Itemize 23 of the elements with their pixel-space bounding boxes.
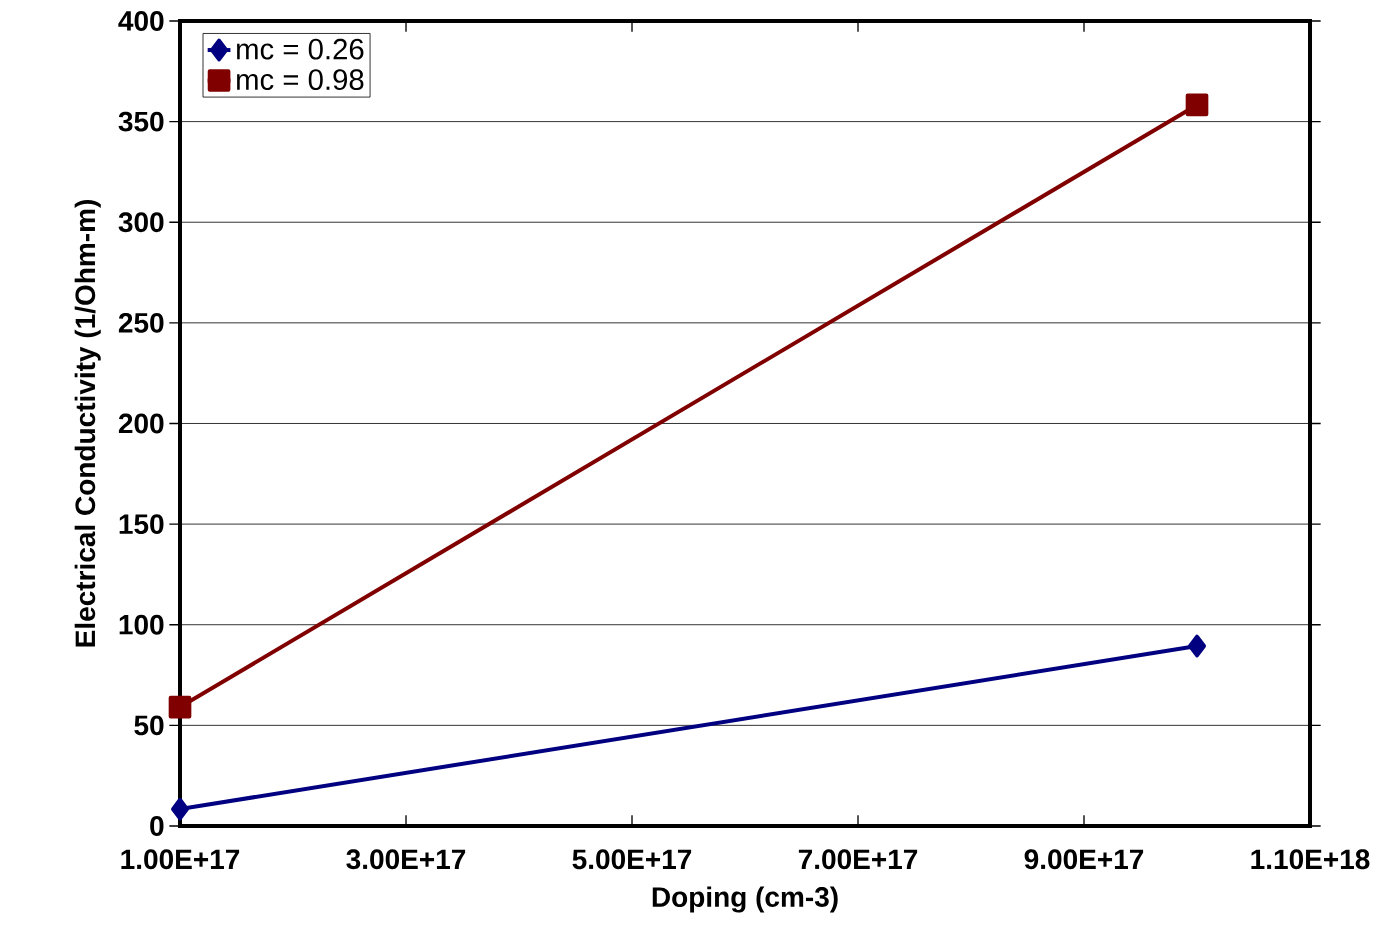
y-tick-label: 350 [118, 111, 164, 132]
x-tick-label: 9.00E+17 [1024, 849, 1144, 870]
point [168, 695, 192, 719]
y-tick-label: 150 [119, 514, 164, 535]
y-tick-label: 200 [118, 413, 164, 434]
y-tick-label: 50 [134, 715, 164, 736]
legend-label: mc = 0.98 [237, 69, 364, 91]
y-tick-label: 250 [118, 312, 164, 333]
y-tick-label: 100 [119, 614, 164, 635]
point [1188, 634, 1207, 658]
point [1185, 93, 1209, 117]
x-tick-label: 7.00E+17 [798, 849, 918, 870]
x-tick-label: 3.00E+17 [346, 849, 466, 870]
x-tick-label: 5.00E+17 [572, 849, 692, 870]
x-tick-label: 1.00E+17 [121, 849, 240, 870]
x-axis-title: Doping (cm-3) [652, 886, 838, 913]
y-tick-label: 300 [118, 212, 164, 233]
x-tick-label: 1.10E+18 [1251, 849, 1370, 870]
y-tick-label: 0 [150, 816, 164, 836]
legend-label: mc = 0.26 [237, 38, 364, 60]
point [171, 797, 190, 821]
y-tick-label: 400 [118, 11, 164, 31]
y-axis-title: Electrical Conductivity (1/Ohm-m) [74, 200, 101, 647]
